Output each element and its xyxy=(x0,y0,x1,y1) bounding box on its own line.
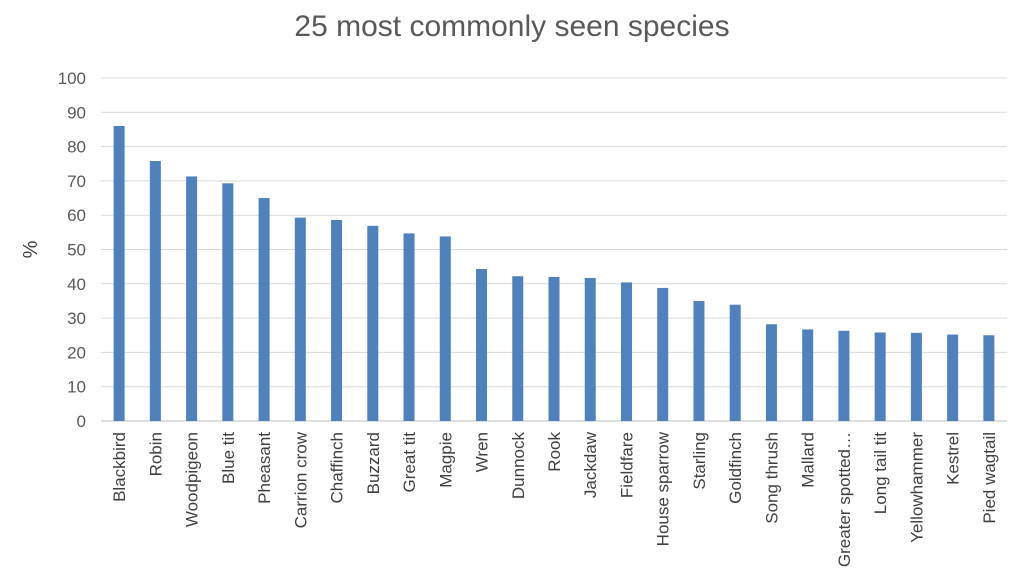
bar-long-tail-tit xyxy=(874,332,886,421)
x-category-label: Great tit xyxy=(400,432,419,493)
y-tick-label: 50 xyxy=(67,241,86,260)
bar-blackbird xyxy=(113,126,125,422)
y-tick-label: 70 xyxy=(67,172,86,191)
y-tick-label: 40 xyxy=(67,275,86,294)
x-category-label: Dunnock xyxy=(509,432,528,500)
bar-blue-tit xyxy=(222,183,234,421)
x-category-label: Carrion crow xyxy=(291,431,310,528)
bar-rook xyxy=(548,276,560,421)
x-category-label: Jackdaw xyxy=(581,431,600,498)
x-category-label: Magpie xyxy=(436,432,455,488)
y-tick-label: 90 xyxy=(67,103,86,122)
x-category-label: Fieldfare xyxy=(617,432,636,498)
bar-jackdaw xyxy=(584,277,596,421)
y-tick-label: 100 xyxy=(58,69,86,88)
x-category-label: Rook xyxy=(545,432,564,472)
y-tick-label: 80 xyxy=(67,138,86,157)
x-category-labels: Blackbird Robin Woodpigeon Blue tit Pheasant… xyxy=(110,431,999,567)
bar-wren xyxy=(476,269,488,421)
bar-greater-spotted xyxy=(838,330,850,421)
x-category-label: Robin xyxy=(146,432,165,476)
bars xyxy=(113,126,995,422)
bar-magpie xyxy=(439,236,451,421)
bar-goldfinch xyxy=(729,304,741,421)
bar-chaffinch xyxy=(331,220,343,421)
bar-buzzard xyxy=(367,225,379,421)
x-category-label: Blue tit xyxy=(219,432,238,484)
x-category-label: Chaffinch xyxy=(328,432,347,504)
x-category-label: House sparrow xyxy=(654,431,673,546)
bar-fieldfare xyxy=(620,282,632,421)
bar-great-tit xyxy=(403,233,415,421)
y-tick-label: 60 xyxy=(67,206,86,225)
x-category-label: Song thrush xyxy=(762,432,781,524)
bar-pheasant xyxy=(258,198,270,421)
bar-robin xyxy=(149,161,161,422)
x-category-label: Kestrel xyxy=(944,432,963,485)
y-tick-labels: 0 10 20 30 40 50 60 70 80 90 100 xyxy=(58,69,86,431)
x-category-label: Blackbird xyxy=(110,432,129,502)
x-category-label: Starling xyxy=(690,432,709,490)
bar-kestrel xyxy=(947,334,959,421)
x-category-label: Greater spotted… xyxy=(835,432,854,567)
x-category-label: Pheasant xyxy=(255,432,274,504)
x-category-label: Woodpigeon xyxy=(183,432,202,527)
x-category-label: Long tail tit xyxy=(871,432,890,514)
y-tick-label: 10 xyxy=(67,378,86,397)
bar-yellowhammer xyxy=(910,332,922,421)
y-tick-label: 0 xyxy=(77,412,86,431)
x-category-label: Goldfinch xyxy=(726,432,745,504)
bar-house-sparrow xyxy=(657,287,669,421)
bar-woodpigeon xyxy=(186,176,198,421)
bar-pied-wagtail xyxy=(983,335,995,421)
x-category-label: Wren xyxy=(473,432,492,472)
chart-title: 25 most commonly seen species xyxy=(294,10,730,43)
x-category-label: Yellowhammer xyxy=(907,432,926,543)
bar-starling xyxy=(693,300,705,421)
bar-dunnock xyxy=(512,276,524,421)
x-category-label: Mallard xyxy=(799,432,818,488)
y-tick-label: 20 xyxy=(67,343,86,362)
bar-song-thrush xyxy=(765,324,777,421)
y-axis-title: % xyxy=(20,240,42,258)
y-tick-label: 30 xyxy=(67,309,86,328)
x-category-label: Buzzard xyxy=(364,432,383,494)
bar-mallard xyxy=(802,329,814,421)
x-category-label: Pied wagtail xyxy=(980,432,999,524)
bar-carrion-crow xyxy=(294,217,306,421)
